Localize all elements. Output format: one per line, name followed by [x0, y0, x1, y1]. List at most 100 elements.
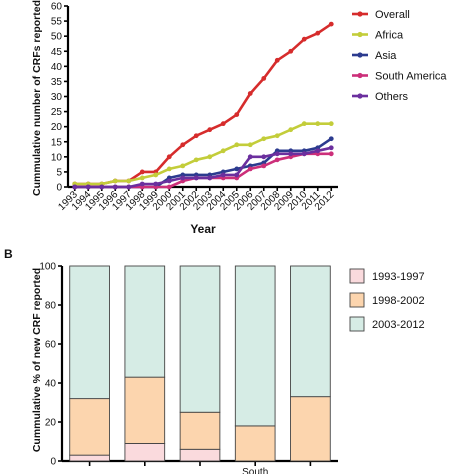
data-point [166, 184, 172, 190]
y-tick-label: 0 [56, 183, 62, 194]
data-point [274, 157, 280, 163]
data-point [301, 151, 307, 157]
data-point [328, 136, 334, 142]
y-tick-label: 40 [45, 379, 57, 390]
data-point [112, 184, 118, 190]
data-point [139, 175, 145, 181]
line-chart-series [72, 21, 334, 190]
bar-segment [69, 454, 110, 462]
y-tick-label: 0 [50, 457, 56, 468]
data-point [247, 91, 253, 96]
data-point [193, 175, 199, 181]
legend-marker [357, 11, 363, 17]
bar-segment [179, 265, 221, 413]
legend-label: 1993-1997 [372, 271, 425, 283]
y-tick-label: 5 [56, 167, 62, 178]
bar-chart-legend: 1993-1997 1998-2002 2003-2012 [349, 268, 425, 332]
data-point [126, 178, 132, 184]
legend-marker [357, 93, 363, 99]
legend-label: Overall [375, 9, 410, 21]
series-line [74, 23, 333, 186]
line-chart-x-axis-label: Year [190, 222, 216, 236]
data-point [247, 154, 253, 160]
legend-label: South America [375, 71, 447, 83]
data-point [301, 36, 307, 42]
bar-segment [124, 443, 166, 462]
legend-label: Others [375, 91, 409, 103]
legend-label: Africa [375, 30, 404, 42]
data-point [234, 172, 240, 178]
data-point [261, 163, 267, 169]
y-tick-label: 60 [51, 2, 63, 13]
line-chart-y-axis-label: Cummulative number of CRFs reported [31, 0, 43, 196]
data-point [193, 157, 199, 163]
data-point [247, 142, 253, 148]
y-tick-label: 40 [51, 62, 63, 73]
data-point [234, 142, 240, 148]
data-point [328, 121, 334, 127]
stacked-bar-chart-panel: B Cummulative % of new CRF reported 0 20 4… [4, 247, 425, 474]
data-point [288, 151, 294, 157]
x-tick-label: South [242, 467, 268, 474]
bar-segment [179, 411, 221, 450]
legend-marker [357, 72, 363, 79]
data-point [112, 178, 118, 184]
data-point [261, 136, 267, 142]
bar-segment [69, 398, 110, 456]
data-point [328, 21, 334, 27]
data-point [166, 166, 172, 172]
y-tick-label: 25 [51, 107, 63, 118]
legend-label: 1998-2002 [372, 295, 425, 307]
data-point [99, 184, 105, 190]
bar-segment [234, 425, 276, 462]
y-tick-label: 20 [45, 418, 57, 429]
line-chart-legend: Overall Africa Asia South America Others [352, 9, 447, 103]
data-point [193, 133, 199, 139]
data-point [288, 48, 294, 54]
data-point [315, 148, 321, 154]
data-point [315, 30, 321, 36]
data-point [220, 172, 226, 178]
data-point [180, 163, 186, 169]
y-tick-label: 30 [51, 92, 63, 103]
y-tick-label: 100 [39, 262, 56, 273]
data-point [220, 148, 226, 154]
data-point [126, 184, 132, 190]
data-point [247, 166, 253, 172]
data-point [301, 121, 307, 127]
data-point [72, 184, 78, 190]
data-point [207, 175, 213, 181]
bar-segment [179, 448, 221, 462]
data-point [274, 133, 280, 139]
y-tick-label: 55 [51, 17, 63, 28]
bar-segment [124, 376, 166, 444]
y-tick-label: 35 [51, 77, 63, 88]
data-point [274, 151, 280, 157]
bar-segment [290, 396, 331, 462]
data-point [328, 151, 334, 157]
y-tick-label: 10 [51, 152, 63, 163]
data-point [261, 154, 267, 160]
data-point [328, 145, 334, 151]
line-chart-panel: Cummulative number of CRFs reported Year… [31, 0, 447, 236]
data-point [180, 142, 186, 148]
legend-swatch [349, 292, 365, 308]
data-point [85, 184, 91, 190]
bar-chart-bars [69, 265, 331, 462]
bar-segment [69, 265, 110, 400]
y-tick-label: 20 [51, 122, 63, 133]
legend-label: 2003-2012 [372, 319, 425, 331]
y-tick-label: 50 [51, 32, 63, 43]
data-point [153, 181, 159, 187]
bar-segment [290, 265, 331, 398]
data-point [234, 112, 240, 117]
bar-chart-ticks: 0 20 40 60 80 100 South [39, 262, 312, 474]
data-point [139, 169, 145, 175]
y-tick-label: 80 [45, 301, 57, 312]
data-point [166, 154, 172, 160]
data-point [180, 175, 186, 181]
legend-marker [357, 31, 363, 38]
data-point [139, 181, 145, 187]
data-point [234, 166, 240, 172]
